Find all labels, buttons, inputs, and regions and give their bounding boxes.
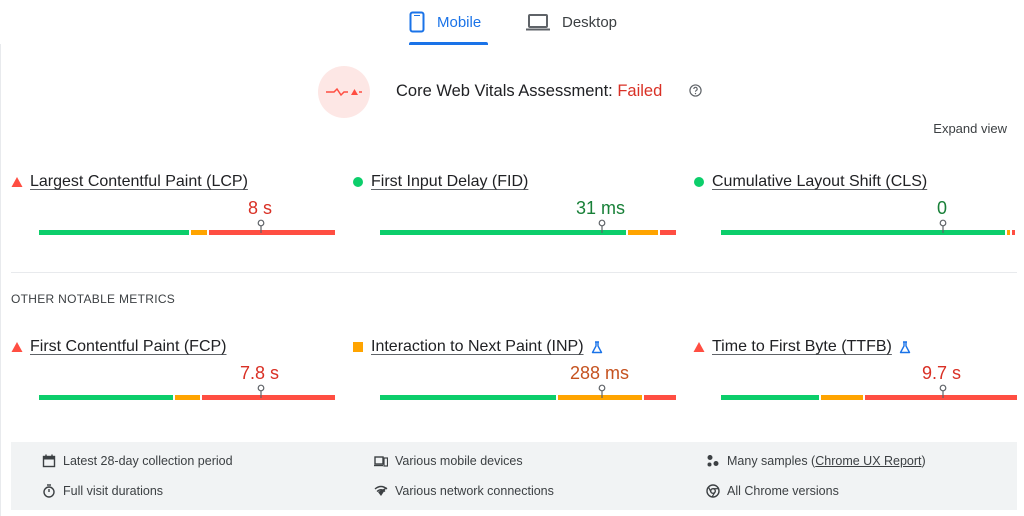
info-samples: Many samples (Chrome UX Report) [706,454,926,468]
metric-ttfb-distribution [721,384,1017,400]
failed-pulse-icon [326,87,362,97]
help-icon[interactable] [689,84,702,97]
stopwatch-icon [43,484,55,498]
info-network: Various network connections [374,484,554,498]
tab-desktop[interactable]: Desktop [526,0,617,44]
devices-icon [374,456,388,467]
bar-poor-segment [202,395,335,400]
metric-fid-distribution [380,219,676,235]
bar-good-segment [39,395,173,400]
data-source-info: Latest 28-day collection period Full vis… [11,442,1017,510]
bar-average-segment [191,230,207,235]
metric-fcp-name[interactable]: First Contentful Paint (FCP) [30,338,227,355]
metric-ttfb-header: Time to First Byte (TTFB) [693,337,911,357]
active-tab-indicator [409,42,488,45]
info-devices-text: Various mobile devices [395,454,523,468]
metric-cls-name[interactable]: Cumulative Layout Shift (CLS) [712,173,928,190]
bar-poor-segment [209,230,335,235]
metric-fid-header: First Input Delay (FID) [352,172,528,192]
metric-fid-name[interactable]: First Input Delay (FID) [371,173,529,190]
assessment-label: Core Web Vitals Assessment: [396,82,613,100]
p75-marker-icon [257,384,265,398]
metric-fid-value: 31 ms [576,198,626,218]
section-divider [11,272,1017,273]
metric-lcp-distribution [39,219,335,235]
assessment-badge [318,66,370,118]
poor-triangle-icon [693,342,705,352]
p75-marker-icon [598,219,606,233]
assessment-title: Core Web Vitals Assessment: Failed [396,82,662,101]
p75-marker-icon [598,384,606,398]
metric-inp-distribution [380,384,676,400]
metric-fcp-value: 7.8 s [240,363,280,383]
metric-lcp-value: 8 s [248,198,273,218]
bar-poor-segment [865,395,1017,400]
poor-triangle-icon [11,342,23,352]
bar-poor-segment [644,395,676,400]
bar-average-segment [558,395,642,400]
device-tabs: Mobile Desktop [0,0,1024,45]
bar-poor-segment [660,230,676,235]
bar-good-segment [380,230,626,235]
average-square-icon [353,342,363,352]
info-collection-period: Latest 28-day collection period [42,454,233,468]
bar-average-segment [821,395,863,400]
bar-good-segment [39,230,189,235]
info-devices: Various mobile devices [374,454,523,468]
metric-cls-value: 0 [937,198,948,218]
bar-good-segment [721,230,1005,235]
experimental-flask-icon [899,340,911,353]
metric-fcp-distribution [39,384,335,400]
info-network-text: Various network connections [395,484,554,498]
chrome-ux-report-link[interactable]: Chrome UX Report [815,454,922,468]
bar-poor-segment [1012,230,1015,235]
tab-mobile[interactable]: Mobile [409,0,481,44]
metric-ttfb-value: 9.7 s [922,363,962,383]
poor-triangle-icon [11,177,23,187]
metric-inp-name[interactable]: Interaction to Next Paint (INP) [371,338,584,355]
signal-icon [374,485,388,496]
info-collection-period-text: Latest 28-day collection period [63,454,233,468]
metric-fcp-header: First Contentful Paint (FCP) [11,337,227,357]
info-chrome-versions: All Chrome versions [706,484,839,498]
laptop-icon [526,14,550,31]
p75-marker-icon [939,219,947,233]
assessment-status: Failed [617,82,663,100]
metric-cls-distribution [721,219,1017,235]
bar-average-segment [628,230,658,235]
expand-view-link[interactable]: Expand view [933,121,1007,136]
calendar-icon [42,454,56,468]
tab-mobile-label: Mobile [437,13,482,31]
metric-lcp-name[interactable]: Largest Contentful Paint (LCP) [30,173,248,190]
metric-cls-header: Cumulative Layout Shift (CLS) [693,172,927,192]
metric-inp-value: 288 ms [570,363,630,383]
samples-dots-icon [707,455,719,467]
metric-ttfb-name[interactable]: Time to First Byte (TTFB) [712,338,892,355]
good-circle-icon [353,177,363,187]
smartphone-icon [409,11,425,33]
info-chrome-versions-text: All Chrome versions [727,484,839,498]
info-samples-prefix: Many samples ( [727,454,816,468]
good-circle-icon [694,177,704,187]
p75-marker-icon [939,384,947,398]
metric-inp-header: Interaction to Next Paint (INP) [352,337,603,357]
info-samples-suffix: ) [921,454,926,468]
other-metrics-heading: OTHER NOTABLE METRICS [11,292,176,306]
info-visit-durations-text: Full visit durations [63,484,164,498]
experimental-flask-icon [591,340,602,353]
tab-desktop-label: Desktop [562,13,618,31]
bar-good-segment [721,395,819,400]
metric-lcp-header: Largest Contentful Paint (LCP) [11,172,248,192]
info-visit-durations: Full visit durations [42,484,163,498]
chrome-icon [706,484,720,498]
bar-good-segment [380,395,556,400]
bar-average-segment [175,395,200,400]
report-panel: Core Web Vitals Assessment: Failed Expan… [0,44,1024,516]
bar-average-segment [1007,230,1010,235]
p75-marker-icon [257,219,265,233]
